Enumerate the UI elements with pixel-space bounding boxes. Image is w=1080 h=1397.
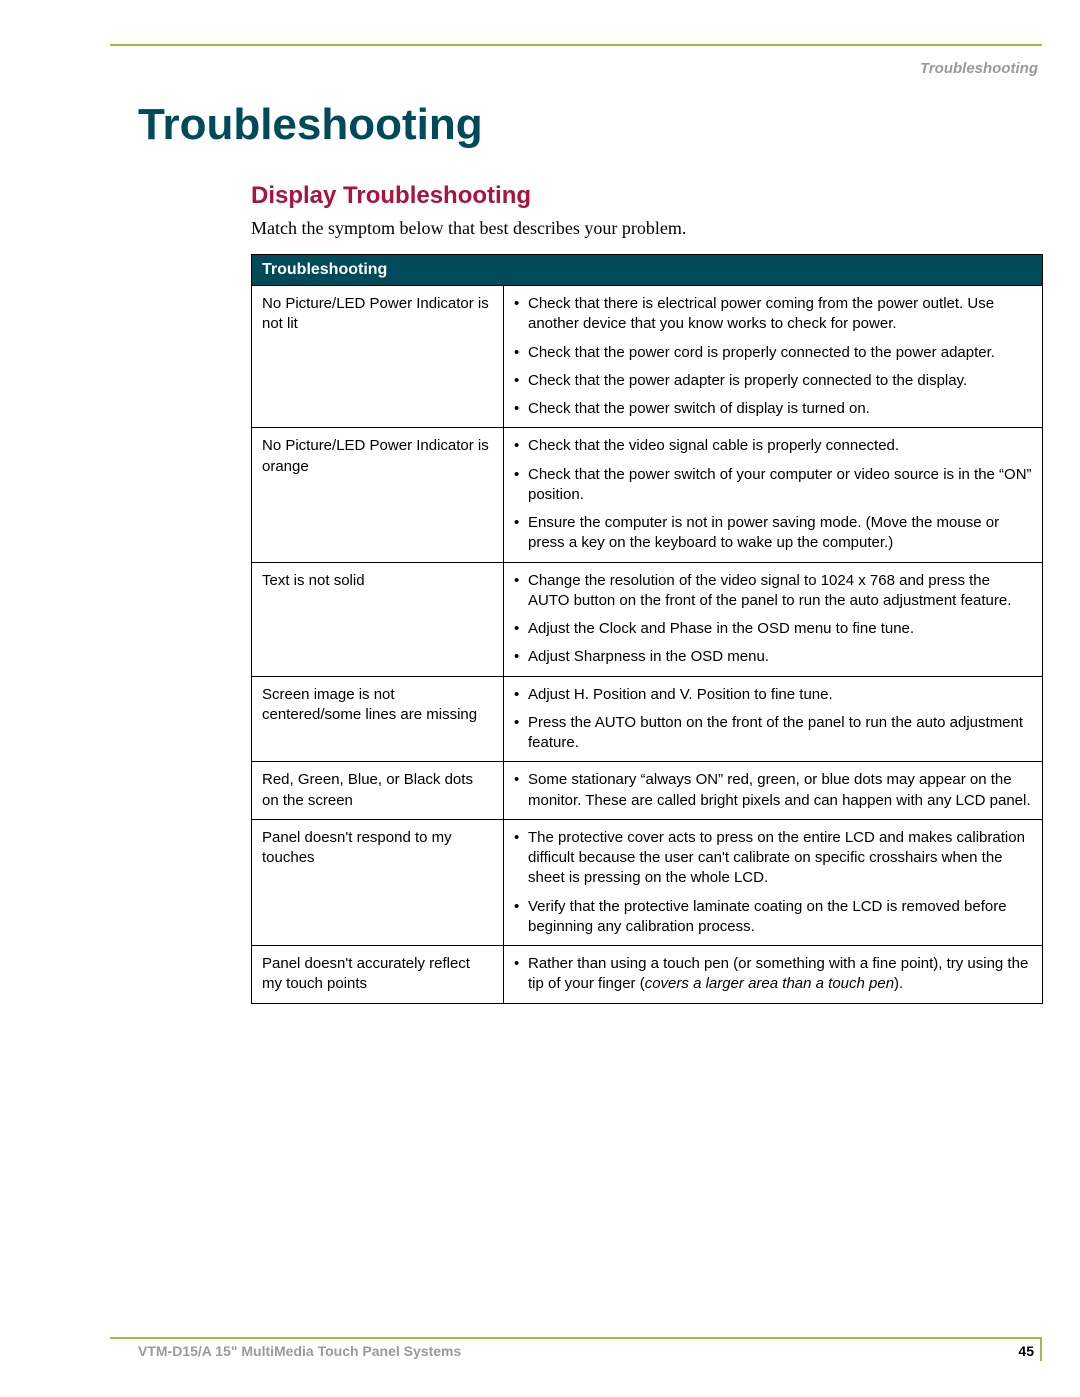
symptom-cell: Panel doesn't accurately reflect my touc… bbox=[252, 946, 504, 1004]
table-row: Screen image is not centered/some lines … bbox=[252, 676, 1043, 762]
solution-list: Rather than using a touch pen (or someth… bbox=[514, 954, 1032, 995]
solution-item: Check that the power switch of display i… bbox=[514, 399, 1032, 419]
running-head: Troubleshooting bbox=[920, 60, 1038, 77]
troubleshooting-table: Troubleshooting No Picture/LED Power Ind… bbox=[251, 254, 1043, 1004]
solution-cell: Change the resolution of the video signa… bbox=[504, 562, 1043, 676]
solution-list: Check that there is electrical power com… bbox=[514, 294, 1032, 419]
solution-cell: Rather than using a touch pen (or someth… bbox=[504, 946, 1043, 1004]
symptom-cell: Screen image is not centered/some lines … bbox=[252, 676, 504, 762]
solution-item: Check that the power cord is properly co… bbox=[514, 343, 1032, 363]
solution-list: Change the resolution of the video signa… bbox=[514, 571, 1032, 668]
header-rule bbox=[110, 44, 1042, 46]
footer-rule-right bbox=[1040, 1339, 1042, 1361]
solution-list: Check that the video signal cable is pro… bbox=[514, 436, 1032, 553]
solution-list: Some stationary “always ON” red, green, … bbox=[514, 770, 1032, 811]
table-row: No Picture/LED Power Indicator is orange… bbox=[252, 428, 1043, 562]
section-heading: Display Troubleshooting bbox=[251, 182, 531, 210]
table-header: Troubleshooting bbox=[252, 255, 1043, 286]
solution-list: The protective cover acts to press on th… bbox=[514, 828, 1032, 937]
symptom-cell: Red, Green, Blue, or Black dots on the s… bbox=[252, 762, 504, 820]
solution-item: Adjust H. Position and V. Position to fi… bbox=[514, 685, 1032, 705]
symptom-cell: No Picture/LED Power Indicator is not li… bbox=[252, 286, 504, 428]
solution-item: Change the resolution of the video signa… bbox=[514, 571, 1032, 612]
solution-item: Adjust Sharpness in the OSD menu. bbox=[514, 647, 1032, 667]
solution-item: Verify that the protective laminate coat… bbox=[514, 897, 1032, 938]
table-row: Panel doesn't respond to my touchesThe p… bbox=[252, 819, 1043, 945]
page-title: Troubleshooting bbox=[138, 100, 483, 150]
solution-cell: Check that the video signal cable is pro… bbox=[504, 428, 1043, 562]
solution-item: Check that the power adapter is properly… bbox=[514, 371, 1032, 391]
solution-item: Ensure the computer is not in power savi… bbox=[514, 513, 1032, 554]
symptom-cell: Panel doesn't respond to my touches bbox=[252, 819, 504, 945]
italic-text: covers a larger area than a touch pen bbox=[645, 975, 894, 992]
table-row: Panel doesn't accurately reflect my touc… bbox=[252, 946, 1043, 1004]
solution-item: The protective cover acts to press on th… bbox=[514, 828, 1032, 889]
footer-rule bbox=[110, 1337, 1042, 1339]
solution-item: Press the AUTO button on the front of th… bbox=[514, 713, 1032, 754]
symptom-cell: Text is not solid bbox=[252, 562, 504, 676]
solution-cell: Some stationary “always ON” red, green, … bbox=[504, 762, 1043, 820]
solution-item: Check that the power switch of your comp… bbox=[514, 465, 1032, 506]
solution-cell: The protective cover acts to press on th… bbox=[504, 819, 1043, 945]
solution-item: Adjust the Clock and Phase in the OSD me… bbox=[514, 619, 1032, 639]
section-intro: Match the symptom below that best descri… bbox=[251, 218, 686, 239]
solution-list: Adjust H. Position and V. Position to fi… bbox=[514, 685, 1032, 754]
footer-doc-title: VTM-D15/A 15" MultiMedia Touch Panel Sys… bbox=[138, 1343, 461, 1359]
footer-page-number: 45 bbox=[1018, 1343, 1034, 1359]
solution-cell: Adjust H. Position and V. Position to fi… bbox=[504, 676, 1043, 762]
table-row: Red, Green, Blue, or Black dots on the s… bbox=[252, 762, 1043, 820]
solution-cell: Check that there is electrical power com… bbox=[504, 286, 1043, 428]
solution-item: Rather than using a touch pen (or someth… bbox=[514, 954, 1032, 995]
table-row: No Picture/LED Power Indicator is not li… bbox=[252, 286, 1043, 428]
solution-item: Check that the video signal cable is pro… bbox=[514, 436, 1032, 456]
solution-item: Check that there is electrical power com… bbox=[514, 294, 1032, 335]
table-row: Text is not solidChange the resolution o… bbox=[252, 562, 1043, 676]
solution-item: Some stationary “always ON” red, green, … bbox=[514, 770, 1032, 811]
symptom-cell: No Picture/LED Power Indicator is orange bbox=[252, 428, 504, 562]
